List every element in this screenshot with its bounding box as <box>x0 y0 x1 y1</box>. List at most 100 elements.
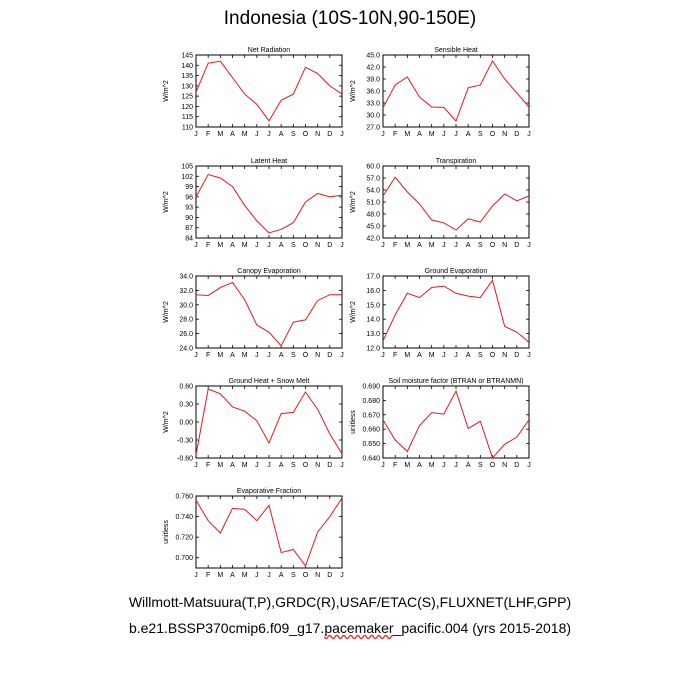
y-tick-label: 36.0 <box>366 89 380 96</box>
x-tick-label: A <box>279 462 284 469</box>
panel-title: Canopy Evaporation <box>237 268 301 275</box>
x-tick-label: J <box>381 462 385 469</box>
x-tick-label: A <box>279 352 284 359</box>
y-tick-label: 17.0 <box>366 274 380 281</box>
x-tick-label: A <box>417 352 422 359</box>
x-tick-label: J <box>527 131 531 138</box>
x-tick-label: J <box>442 352 446 359</box>
x-tick-label: N <box>315 572 320 579</box>
x-tick-label: J <box>267 242 271 249</box>
y-tick-label: 120 <box>181 104 193 111</box>
y-tick-label: 60.0 <box>366 164 380 171</box>
y-tick-label: 26.0 <box>179 331 193 338</box>
y-tick-label: 30.0 <box>366 113 380 120</box>
y-tick-label: 99 <box>185 184 193 191</box>
x-tick-label: M <box>217 131 223 138</box>
x-tick-label: D <box>514 131 519 138</box>
y-tick-label: 30.0 <box>179 302 193 309</box>
x-tick-label: F <box>393 352 397 359</box>
x-tick-label: J <box>194 242 198 249</box>
y-tick-label: 45.0 <box>366 53 380 60</box>
y-tick-label: 125 <box>181 94 193 101</box>
x-tick-label: J <box>255 572 259 579</box>
data-sources-text: Willmott-Matsuura(T,P),GRDC(R),USAF/ETAC… <box>128 594 572 610</box>
plot-frame <box>195 385 343 459</box>
y-tick-label: 45.0 <box>366 224 380 231</box>
x-tick-label: O <box>490 242 496 249</box>
y-tick-label: 0.740 <box>175 514 193 521</box>
y-axis-label: W/m^2 <box>163 80 170 102</box>
x-tick-label: N <box>502 352 507 359</box>
y-tick-label: -0.60 <box>177 456 193 463</box>
x-tick-label: A <box>230 462 235 469</box>
x-tick-label: S <box>291 352 296 359</box>
panel-title: Latent Heat <box>251 158 287 165</box>
x-tick-label: M <box>242 352 248 359</box>
plot-frame <box>195 275 343 349</box>
series-line <box>382 60 530 122</box>
y-axis-label: W/m^2 <box>163 301 170 323</box>
y-tick-label: 14.0 <box>366 317 380 324</box>
x-tick-label: J <box>255 352 259 359</box>
y-tick-label: 48.0 <box>366 212 380 219</box>
y-tick-label: 145 <box>181 53 193 60</box>
x-tick-label: J <box>255 131 259 138</box>
x-tick-label: M <box>404 462 410 469</box>
x-tick-label: S <box>291 131 296 138</box>
y-tick-label: 27.0 <box>366 125 380 132</box>
x-tick-label: M <box>404 352 410 359</box>
x-tick-label: S <box>291 572 296 579</box>
y-tick-label: 42.0 <box>366 65 380 72</box>
x-tick-label: F <box>206 462 210 469</box>
y-tick-label: 42.0 <box>366 236 380 243</box>
x-tick-label: S <box>478 352 483 359</box>
x-tick-label: F <box>206 352 210 359</box>
series-line <box>195 281 342 347</box>
series-line <box>195 497 343 567</box>
x-tick-label: D <box>327 462 332 469</box>
x-tick-label: O <box>303 462 309 469</box>
x-tick-label: O <box>490 352 496 359</box>
series-line <box>382 279 530 343</box>
x-tick-label: A <box>417 131 422 138</box>
case-name-part-1: b.e21.BSSP370cmip6.f09_g17. <box>128 620 325 636</box>
x-tick-label: D <box>327 242 332 249</box>
x-tick-label: J <box>267 352 271 359</box>
y-tick-label: 16.0 <box>366 288 380 295</box>
y-tick-label: 54.0 <box>366 188 380 195</box>
panel-title: Transpiration <box>436 158 477 165</box>
case-name-part-3: _pacific.004 (yrs 2015-2018) <box>393 620 572 636</box>
y-tick-label: 51.0 <box>366 200 380 207</box>
y-tick-label: 12.0 <box>366 346 380 353</box>
panel-title: Soil moisture factor (BTRAN or BTRANMN) <box>389 378 524 385</box>
y-tick-label: 0.650 <box>362 441 380 448</box>
panel-title: Sensible Heat <box>434 47 478 54</box>
y-tick-label: 24.0 <box>179 346 193 353</box>
plot-frame <box>382 275 530 349</box>
y-tick-label: 105 <box>181 164 193 171</box>
x-tick-label: M <box>429 352 435 359</box>
y-tick-label: 84 <box>185 236 193 243</box>
x-tick-label: S <box>291 242 296 249</box>
x-tick-label: A <box>279 572 284 579</box>
y-tick-label: 0.60 <box>179 384 193 391</box>
x-tick-label: F <box>206 131 210 138</box>
x-tick-label: D <box>327 352 332 359</box>
y-tick-label: 13.0 <box>366 331 380 338</box>
x-tick-label: J <box>255 462 259 469</box>
series-line <box>382 389 530 459</box>
y-axis-label: W/m^2 <box>163 191 170 213</box>
x-tick-label: A <box>466 242 471 249</box>
x-tick-label: J <box>527 462 531 469</box>
x-tick-label: A <box>230 352 235 359</box>
x-tick-label: J <box>340 352 344 359</box>
y-axis-label: W/m^2 <box>350 301 357 323</box>
x-tick-label: J <box>454 462 458 469</box>
x-tick-label: J <box>527 242 531 249</box>
x-tick-label: A <box>466 352 471 359</box>
y-tick-label: 0.660 <box>362 427 380 434</box>
x-tick-label: J <box>442 242 446 249</box>
x-tick-label: J <box>255 242 259 249</box>
x-tick-label: N <box>315 242 320 249</box>
x-tick-label: F <box>393 242 397 249</box>
